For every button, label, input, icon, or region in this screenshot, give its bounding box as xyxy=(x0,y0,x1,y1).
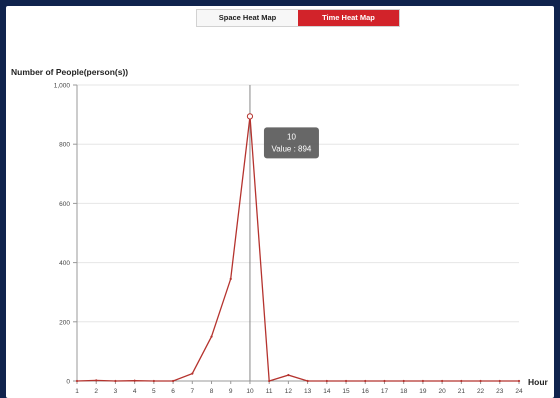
chart-panel: Space Heat Map Time Heat Map Number of P… xyxy=(6,6,554,398)
x-tick-label: 19 xyxy=(419,388,427,395)
x-tick-label: 18 xyxy=(400,388,408,395)
x-tick-label: 4 xyxy=(133,388,137,395)
x-tick-label: 23 xyxy=(496,388,504,395)
data-point xyxy=(498,379,501,383)
data-point xyxy=(344,379,348,383)
y-tick-label: 200 xyxy=(59,319,70,326)
data-point xyxy=(229,277,232,281)
x-tick-label: 24 xyxy=(515,388,523,395)
data-point xyxy=(306,379,309,383)
x-tick-label: 21 xyxy=(458,388,466,395)
x-tick-label: 15 xyxy=(342,388,350,395)
x-tick-label: 9 xyxy=(229,388,233,395)
x-tick-label: 1 xyxy=(75,388,79,395)
x-tick-label: 14 xyxy=(323,388,331,395)
data-point xyxy=(191,372,194,375)
data-point xyxy=(517,379,521,383)
data-point xyxy=(402,379,405,383)
tooltip-title: 10 xyxy=(287,132,296,141)
data-point xyxy=(210,335,213,338)
x-tick-label: 2 xyxy=(94,388,98,395)
data-point xyxy=(364,379,367,383)
series-line xyxy=(76,116,519,382)
x-tick-label: 17 xyxy=(381,388,389,395)
x-tick-label: 6 xyxy=(171,388,175,395)
x-tick-label: 8 xyxy=(210,388,214,395)
x-axis-label: Hour xyxy=(528,377,549,387)
x-tick-label: 22 xyxy=(477,388,485,395)
data-point xyxy=(421,379,425,383)
y-tick-label: 600 xyxy=(59,201,70,208)
tab-space-heat-map[interactable]: Space Heat Map xyxy=(197,10,298,26)
y-tick-label: 1,000 xyxy=(54,83,71,90)
data-point xyxy=(95,379,98,382)
data-point xyxy=(460,379,463,383)
data-point xyxy=(268,379,271,383)
tooltip-value: Value : 894 xyxy=(272,144,312,153)
data-point xyxy=(325,379,328,383)
x-tick-label: 10 xyxy=(246,388,254,395)
x-tick-label: 11 xyxy=(266,388,273,395)
data-point xyxy=(75,379,79,383)
x-tick-label: 3 xyxy=(114,388,118,395)
x-tick-label: 7 xyxy=(190,388,194,395)
y-axis-label: Number of People(person(s)) xyxy=(11,67,128,77)
data-point xyxy=(287,373,290,377)
y-tick-label: 400 xyxy=(59,260,70,267)
data-point xyxy=(133,379,136,382)
x-tick-label: 16 xyxy=(362,388,370,395)
y-tick-label: 0 xyxy=(66,379,70,386)
x-tick-label: 20 xyxy=(439,388,447,395)
heat-map-tabs: Space Heat Map Time Heat Map xyxy=(196,9,400,27)
tooltip-box xyxy=(263,127,319,159)
x-tick-label: 12 xyxy=(285,388,293,395)
data-point xyxy=(479,379,482,383)
highlighted-data-point xyxy=(246,113,254,120)
y-tick-label: 800 xyxy=(59,142,70,149)
tab-time-heat-map[interactable]: Time Heat Map xyxy=(298,10,399,26)
data-point xyxy=(171,379,175,383)
data-point xyxy=(152,379,156,383)
data-point xyxy=(440,379,444,383)
x-tick-label: 5 xyxy=(152,388,156,395)
x-tick-label: 13 xyxy=(304,388,312,395)
data-point xyxy=(114,379,117,383)
time-heat-map-chart: Number of People(person(s)) 0 200 400 600 800… xyxy=(11,67,549,395)
data-point xyxy=(383,379,386,383)
